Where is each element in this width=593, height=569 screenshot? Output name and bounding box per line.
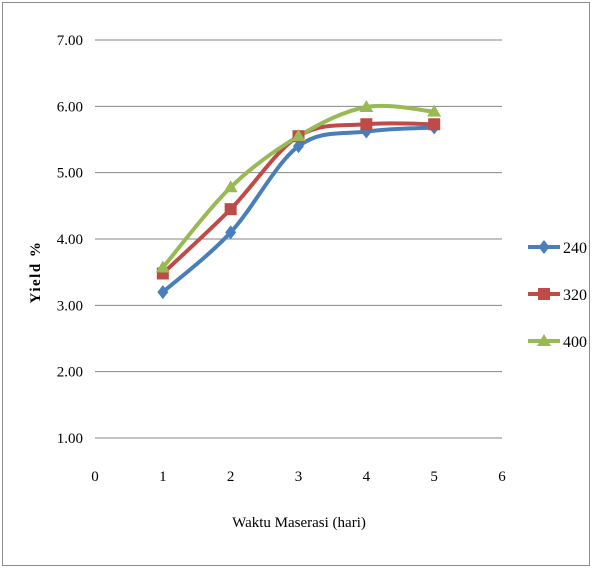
x-tick-label: 2 bbox=[227, 469, 235, 485]
legend-item-240: 240 bbox=[528, 240, 587, 257]
legend-label: 400 bbox=[563, 334, 587, 351]
data-point-400 bbox=[427, 104, 442, 117]
y-tick-label: 3.00 bbox=[57, 298, 83, 314]
y-tick-label: 4.00 bbox=[57, 232, 83, 248]
legend-marker bbox=[537, 334, 551, 346]
x-tick-label: 3 bbox=[295, 469, 303, 485]
data-point-320 bbox=[428, 118, 441, 131]
data-point-400 bbox=[359, 99, 374, 112]
x-tick-labels: 0 1 2 3 4 5 6 bbox=[91, 469, 506, 485]
data-point-240 bbox=[225, 225, 237, 240]
legend-marker bbox=[538, 240, 550, 254]
data-point-400 bbox=[223, 180, 238, 193]
data-point-240 bbox=[293, 139, 304, 154]
x-axis-title: Waktu Maserasi (hari) bbox=[232, 515, 366, 531]
y-tick-label: 1.00 bbox=[57, 431, 83, 447]
x-tick-label: 6 bbox=[498, 469, 506, 485]
y-axis-title: Yield % bbox=[28, 241, 44, 304]
x-tick-label: 5 bbox=[430, 469, 438, 485]
gridlines bbox=[95, 39, 502, 373]
y-tick-label: 6.00 bbox=[57, 99, 83, 115]
x-tick-label: 1 bbox=[159, 469, 167, 485]
data-point-400 bbox=[155, 260, 170, 273]
legend-item-320: 320 bbox=[528, 287, 587, 304]
series-markers bbox=[155, 99, 442, 300]
x-tick-label: 4 bbox=[363, 469, 371, 485]
data-point-400 bbox=[291, 129, 306, 142]
y-tick-labels: 1.00 2.00 3.00 4.00 5.00 6.00 7.00 bbox=[57, 33, 83, 447]
data-point-320 bbox=[360, 118, 373, 131]
legend: 240 320 400 bbox=[528, 240, 587, 351]
legend-label: 240 bbox=[563, 240, 587, 257]
y-tick-label: 5.00 bbox=[57, 166, 83, 182]
legend-marker bbox=[538, 288, 550, 300]
legend-label: 320 bbox=[563, 287, 587, 304]
data-point-240 bbox=[157, 285, 169, 300]
x-tick-label: 0 bbox=[91, 469, 99, 485]
data-point-320 bbox=[224, 203, 237, 216]
y-tick-label: 2.00 bbox=[57, 365, 83, 381]
legend-item-400: 400 bbox=[528, 334, 587, 351]
data-point-240 bbox=[360, 124, 372, 139]
y-tick-label: 7.00 bbox=[57, 33, 83, 49]
